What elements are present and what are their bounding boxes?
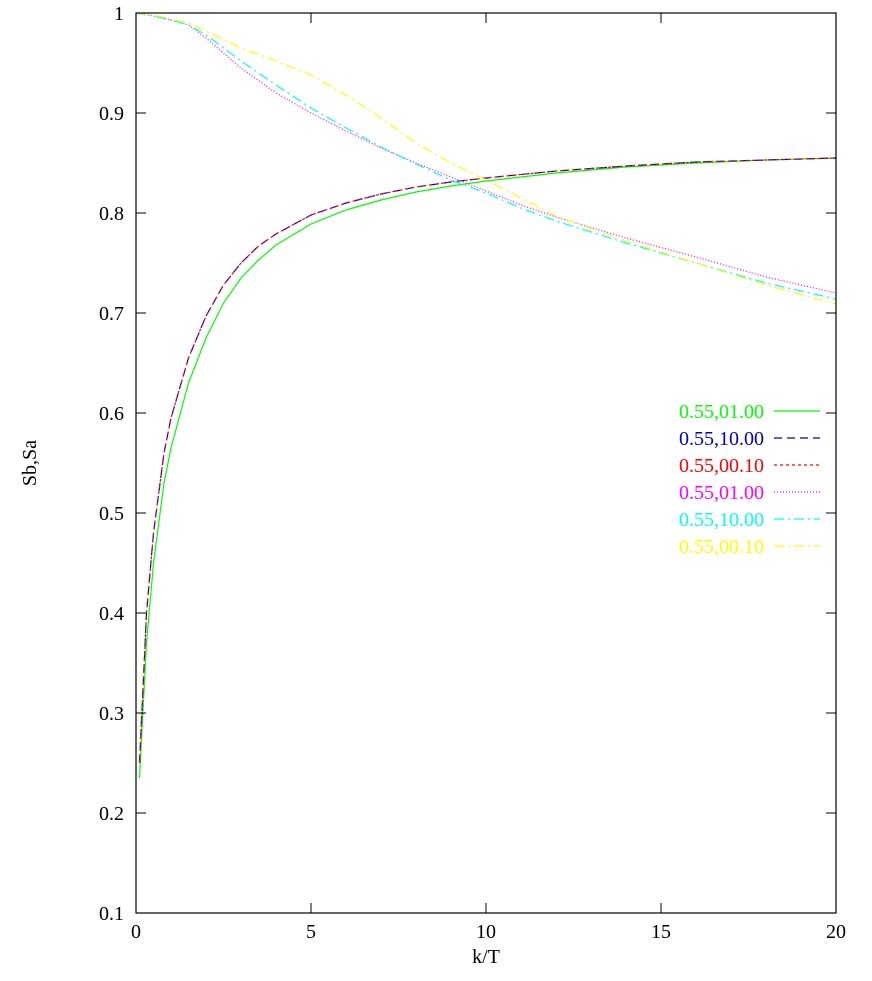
series-layer [135, 12, 837, 779]
series-line-1 [138, 157, 837, 779]
series-line-4 [135, 12, 837, 294]
legend: 0.55,01.00 0.55,10.00 0.55,00.10 0.55,01.00… [679, 401, 820, 558]
y-tick-label: 0.4 [99, 603, 124, 625]
legend-label: 0.55,01.00 [679, 482, 764, 504]
y-tick-label: 0.6 [99, 403, 124, 425]
y-tick-label: 0.5 [99, 503, 124, 525]
x-tick-label: 0 [131, 921, 141, 943]
y-tick-label: 0.8 [99, 203, 124, 225]
ticks-layer: 0 5 10 15 20 0.1 0.2 0.3 0.4 0.5 0.6 0.7 0.8 0.9 1 [99, 3, 846, 943]
y-axis-title: Sb,Sa [19, 440, 41, 486]
y-tick-label: 0.7 [99, 303, 124, 325]
series-line-3 [138, 157, 837, 764]
y-tick-label: 0.1 [99, 903, 124, 925]
x-tick-label: 20 [826, 921, 846, 943]
legend-label: 0.55,01.00 [679, 401, 764, 423]
x-tick-label: 5 [306, 921, 316, 943]
y-tick-label: 0.2 [99, 803, 124, 825]
y-tick-label: 1 [114, 3, 124, 25]
x-tick-label: 15 [651, 921, 671, 943]
x-tick-label: 10 [476, 921, 496, 943]
legend-label: 0.55,00.10 [679, 536, 764, 558]
y-tick-label: 0.3 [99, 703, 124, 725]
y-tick-label: 0.9 [99, 103, 124, 125]
legend-label: 0.55,00.10 [679, 455, 764, 477]
legend-label: 0.55,10.00 [679, 428, 764, 450]
series-line-5 [135, 12, 837, 300]
series-line-6 [135, 12, 837, 305]
x-axis-title: k/T [472, 946, 500, 968]
legend-label: 0.55,10.00 [679, 509, 764, 531]
